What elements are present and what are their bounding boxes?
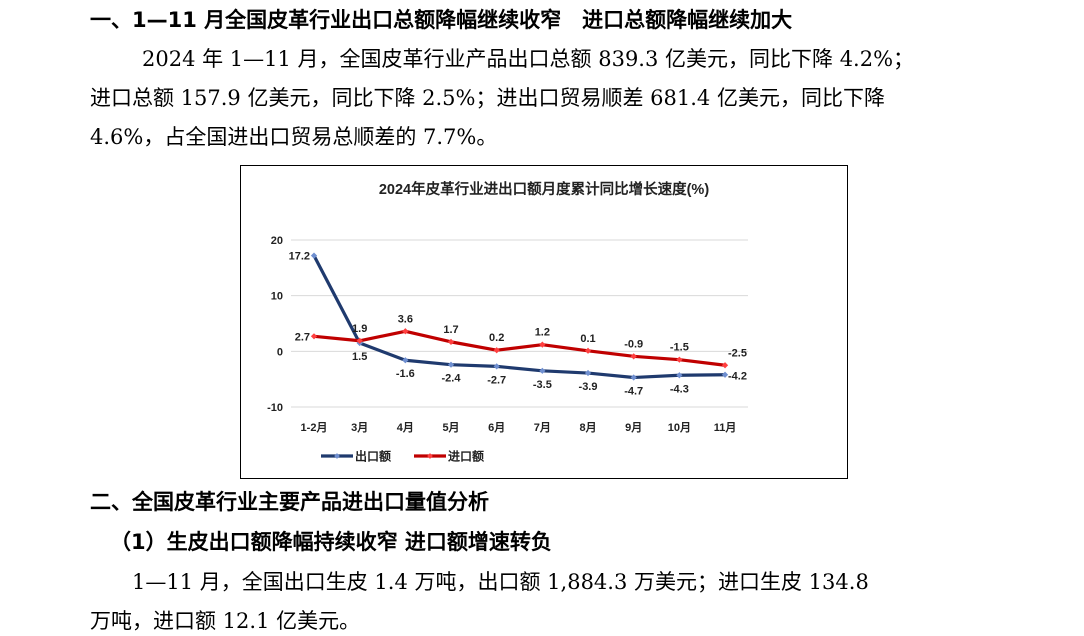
x-tick-label: 4月 xyxy=(397,421,414,434)
x-tick-label: 10月 xyxy=(668,421,691,434)
x-tick-label: 1-2月 xyxy=(301,421,328,434)
data-point-marker xyxy=(630,374,637,381)
data-label: 2.7 xyxy=(295,331,310,343)
data-label: 3.6 xyxy=(398,313,413,325)
data-point-marker xyxy=(447,361,455,368)
data-point-marker xyxy=(402,328,409,335)
chart-svg: 2024年皮革行业进出口额月度累计同比增长速度(%) 20 10 0 -10 1-2月… xyxy=(267,180,748,464)
data-point-marker xyxy=(721,362,729,369)
data-point-marker xyxy=(539,341,546,348)
section2-subheading: （1）生皮出口额降幅持续收窄 进口额增速转负 xyxy=(110,530,552,554)
paragraph-line: 2024 年 1—11 月，全国皮革行业产品出口总额 839.3 亿美元，同比下… xyxy=(142,47,915,71)
data-point-marker xyxy=(493,347,500,354)
legend-label: 出口额 xyxy=(355,449,391,464)
paragraph-line: 1—11 月，全国出口生皮 1.4 万吨，出口额 1,884.3 万美元；进口生… xyxy=(132,570,869,594)
series-line-export xyxy=(312,254,726,380)
x-tick-label: 7月 xyxy=(534,421,551,434)
series-line-import xyxy=(313,329,726,367)
legend-marker xyxy=(427,453,433,459)
data-label: 0.1 xyxy=(580,333,595,345)
data-label: -4.3 xyxy=(670,383,689,395)
data-point-marker xyxy=(310,252,318,259)
x-tick-label: 5月 xyxy=(442,421,459,434)
x-tick-label: 11月 xyxy=(714,421,737,434)
x-tick-label: 8月 xyxy=(579,421,596,434)
legend-label: 进口额 xyxy=(448,449,484,464)
data-point-marker xyxy=(539,367,546,374)
data-label: -1.6 xyxy=(396,368,415,380)
data-label: 17.2 xyxy=(289,251,310,263)
x-tick-label: 3月 xyxy=(351,421,368,434)
chart-title: 2024年皮革行业进出口额月度累计同比增长速度(%) xyxy=(379,180,709,198)
section1-heading: 一、1—11 月全国皮革行业出口总额降幅继续收窄 进口总额降幅继续加大 xyxy=(90,8,793,32)
data-label: 0.2 xyxy=(489,332,504,344)
section2-heading: 二、全国皮革行业主要产品进出口量值分析 xyxy=(90,490,489,514)
data-label: 1.7 xyxy=(443,324,458,336)
data-label: -3.9 xyxy=(579,381,598,393)
data-label: -2.5 xyxy=(728,347,747,359)
y-tick-label: 20 xyxy=(271,235,283,247)
data-point-marker xyxy=(584,369,592,377)
data-label: -4.2 xyxy=(728,371,747,383)
paragraph-line: 万吨，进口额 12.1 亿美元。 xyxy=(90,609,361,633)
paragraph-line: 进口总额 157.9 亿美元，同比下降 2.5%；进出口贸易顺差 681.4 亿… xyxy=(90,86,885,110)
data-label: 1.9 xyxy=(352,323,367,335)
data-point-marker xyxy=(310,333,318,340)
data-label: -3.5 xyxy=(533,379,552,391)
y-tick-label: 0 xyxy=(277,346,283,358)
data-point-marker xyxy=(676,372,683,379)
line-chart: 2024年皮革行业进出口额月度累计同比增长速度(%) 20 10 0 -10 1-2月… xyxy=(240,165,848,479)
data-label: -0.9 xyxy=(624,338,643,350)
data-label: 1.5 xyxy=(352,351,367,363)
data-label: -1.5 xyxy=(670,342,689,354)
y-tick-label: -10 xyxy=(267,402,283,414)
data-point-marker xyxy=(447,338,455,345)
paragraph-line: 4.6%，占全国进出口贸易总顺差的 7.7%。 xyxy=(90,125,498,149)
data-point-marker xyxy=(630,353,637,360)
data-label: 1.2 xyxy=(535,327,550,339)
data-point-marker xyxy=(676,356,683,363)
x-tick-label: 6月 xyxy=(488,421,505,434)
data-label: -4.7 xyxy=(624,385,643,397)
x-tick-label: 9月 xyxy=(625,421,642,434)
data-label: -2.7 xyxy=(487,374,506,386)
data-point-marker xyxy=(493,363,500,370)
data-point-marker xyxy=(584,347,592,354)
data-label: -2.4 xyxy=(442,373,462,385)
legend-marker xyxy=(334,453,340,459)
y-tick-label: 10 xyxy=(271,291,283,303)
